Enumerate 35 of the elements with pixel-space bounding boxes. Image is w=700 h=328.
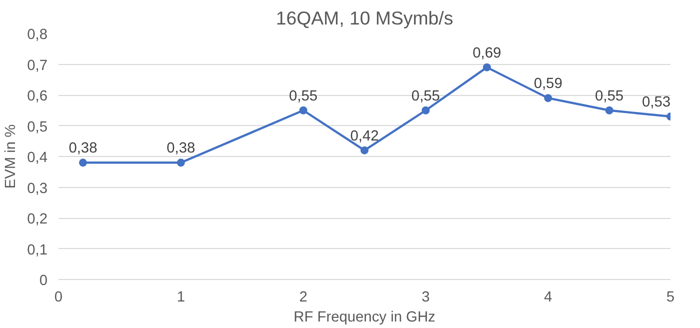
y-tick-label: 0,1 [27, 242, 48, 258]
point [360, 146, 368, 154]
x-tick-label: 3 [422, 290, 430, 306]
x-tick-label: 0 [54, 290, 63, 306]
y-tick-label: 0 [39, 273, 48, 289]
x-axis-title: RF Frequency in GHz [294, 310, 436, 326]
point [299, 106, 308, 114]
point [605, 106, 614, 114]
y-tick-label: 0,3 [27, 180, 48, 197]
point [78, 158, 87, 167]
data-label: 0,59 [534, 76, 562, 92]
y-tick-label: 0,6 [27, 88, 48, 104]
y-tick-label: 0,4 [27, 150, 48, 166]
point [422, 106, 430, 114]
chart-title: 16QAM, 10 MSymb/s [276, 8, 454, 28]
data-label: 0,38 [68, 140, 98, 157]
x-tick-label: 2 [299, 290, 308, 306]
data-label: 0,69 [472, 45, 502, 62]
point [482, 63, 491, 72]
data-label: 0,55 [411, 88, 440, 104]
x-tick-label: 4 [544, 290, 552, 306]
x-tick-label: 5 [666, 290, 675, 306]
y-tick-label: 0,5 [27, 119, 48, 136]
y-tick-label: 0,7 [27, 58, 48, 74]
y-axis-title: EVM in % [3, 124, 20, 189]
y-tick-label: 0,2 [27, 212, 48, 228]
y-tick-label: 0,8 [27, 27, 48, 43]
data-label: 0,38 [166, 140, 196, 157]
point [176, 158, 185, 167]
data-label: 0,55 [595, 88, 624, 104]
data-label: 0,42 [350, 128, 379, 144]
data-label: 0,53 [642, 94, 671, 111]
data-label: 0,55 [289, 88, 318, 104]
x-tick-label: 1 [176, 290, 185, 306]
point [544, 94, 552, 102]
